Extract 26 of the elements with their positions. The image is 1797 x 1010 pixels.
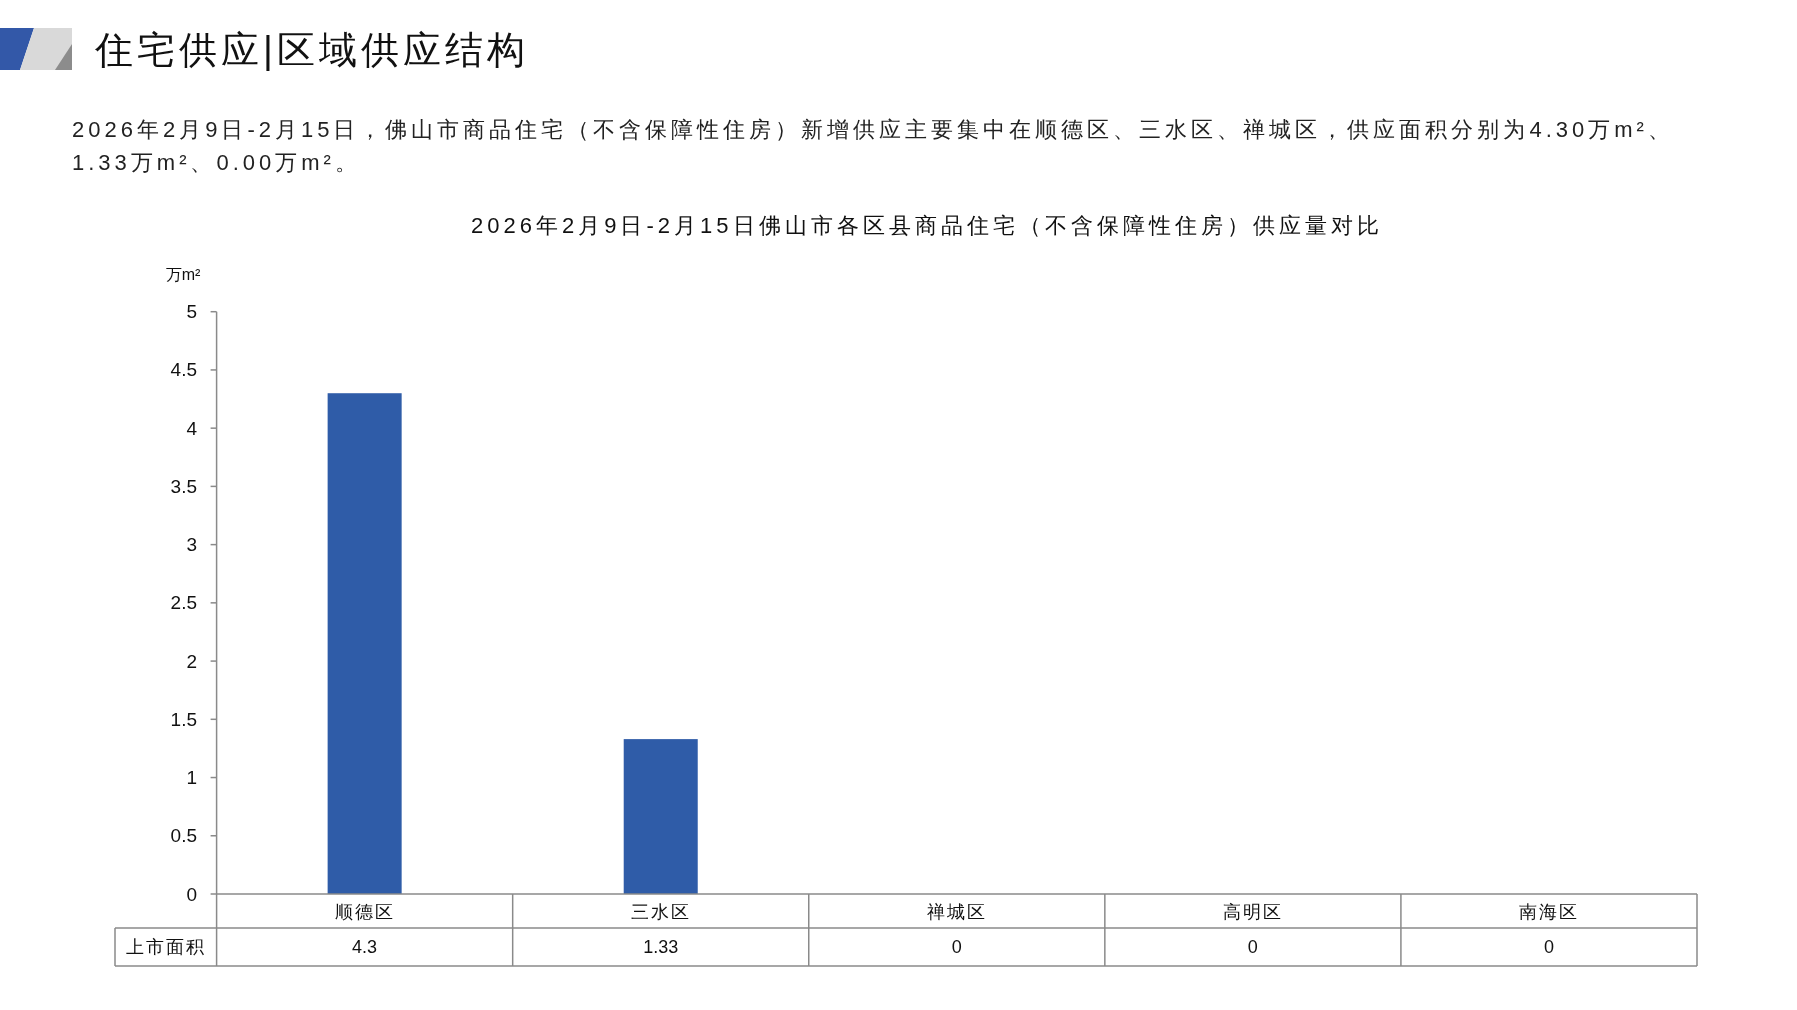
y-tick-label: 1	[186, 767, 197, 789]
data-label: 0	[1247, 937, 1258, 957]
y-tick-label: 3	[186, 534, 197, 556]
x-tick-label: 禅城区	[926, 902, 987, 922]
x-tick-label: 南海区	[1518, 902, 1579, 922]
y-tick-label: 4	[186, 417, 198, 439]
x-tick-label: 顺德区	[334, 902, 395, 922]
x-tick-label: 高明区	[1222, 902, 1283, 922]
text: 上市面积	[125, 937, 206, 957]
y-tick-label: 5	[186, 301, 197, 323]
y-tick-label: 4.5	[170, 359, 197, 381]
text: 2026年2月9日-2月15日，佛山市商品住宅（不含保障性住房）新增供应主要集中在顺德区、三水区、禅城区，供应面积分别为4.30万m²、1.33万m²、0.00万m²。	[72, 116, 1675, 177]
data-label: 0	[1543, 937, 1554, 957]
y-tick-label: 2.5	[170, 592, 197, 614]
data-label: 0	[951, 937, 962, 957]
chart-title: 住宅供应|区域供应结构	[94, 29, 529, 71]
y-tick-label: 1.5	[170, 708, 197, 730]
y-tick-label: 2	[186, 650, 197, 672]
y-tick-label: 0	[186, 883, 197, 905]
chart-subtitle: 2026年2月9日-2月15日佛山市各区县商品住宅（不含保障性住房）供应量对比	[471, 212, 1383, 238]
y-tick-label: 3.5	[170, 475, 197, 497]
y-tick-label: 0.5	[170, 825, 197, 847]
y-axis-title: 万m²	[165, 265, 201, 283]
data-label: 1.33	[643, 937, 679, 957]
x-tick-label: 三水区	[630, 902, 691, 922]
data-label: 4.3	[352, 937, 378, 957]
